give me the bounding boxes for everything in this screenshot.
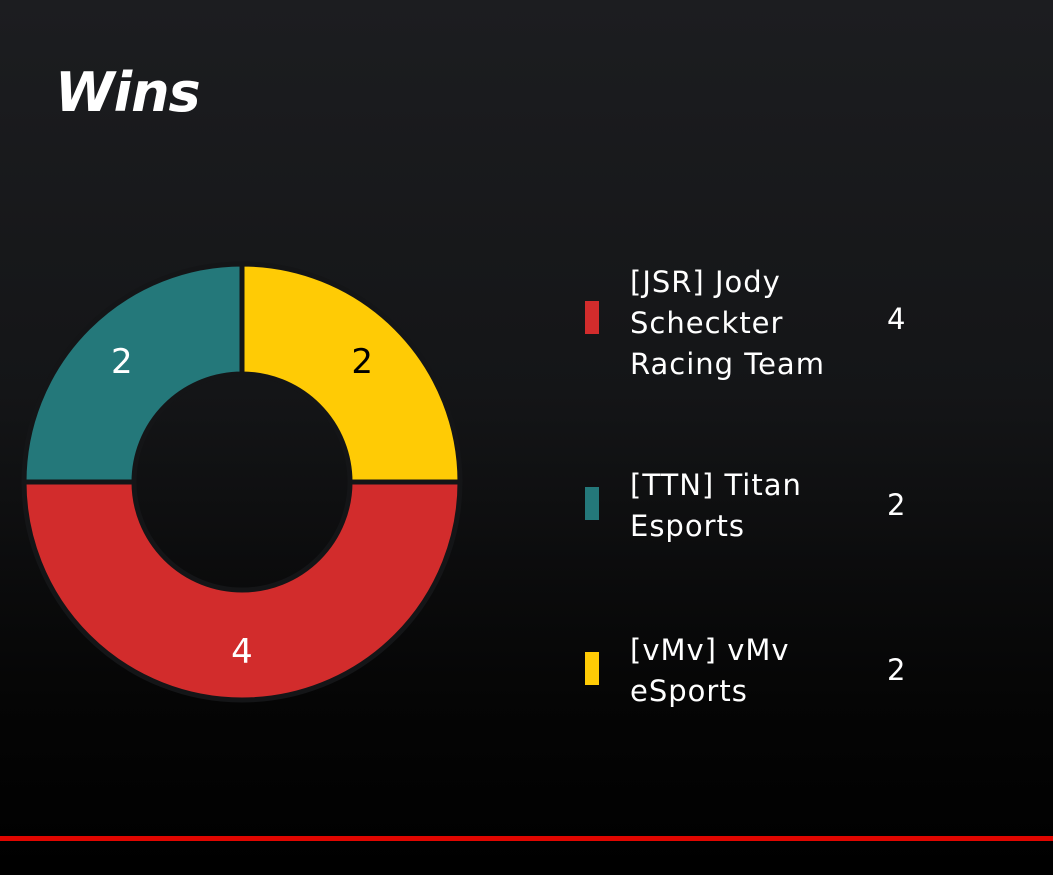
slice-value-label-ttn: 2	[111, 342, 133, 382]
legend-value-vmv: 2	[887, 653, 906, 687]
legend-label-ttn: [TTN] Titan Esports	[630, 468, 802, 543]
page-title: Wins	[55, 61, 201, 124]
donut-slice-vmv	[239, 261, 463, 485]
legend-swatch-ttn	[585, 487, 599, 520]
legend-swatch-jsr	[585, 301, 599, 334]
bottom-accent-line	[0, 836, 1053, 841]
legend-item-ttn: [TTN] Titan Esports 2	[585, 465, 965, 605]
legend-item-jsr: [JSR] Jody Scheckter Racing Team 4	[585, 262, 965, 402]
slice-value-label-vmv: 2	[351, 342, 373, 382]
legend-value-ttn: 2	[887, 488, 906, 522]
legend-label-vmv: [vMv] vMv eSports	[630, 633, 790, 708]
slice-value-label-jsr: 4	[231, 632, 253, 672]
legend-label-jsr: [JSR] Jody Scheckter Racing Team	[630, 265, 825, 381]
legend-item-vmv: [vMv] vMv eSports 2	[585, 630, 965, 770]
donut-slice-ttn	[21, 261, 245, 485]
legend-value-jsr: 4	[887, 302, 906, 336]
donut-slice-jsr	[21, 479, 463, 703]
legend-swatch-vmv	[585, 652, 599, 685]
